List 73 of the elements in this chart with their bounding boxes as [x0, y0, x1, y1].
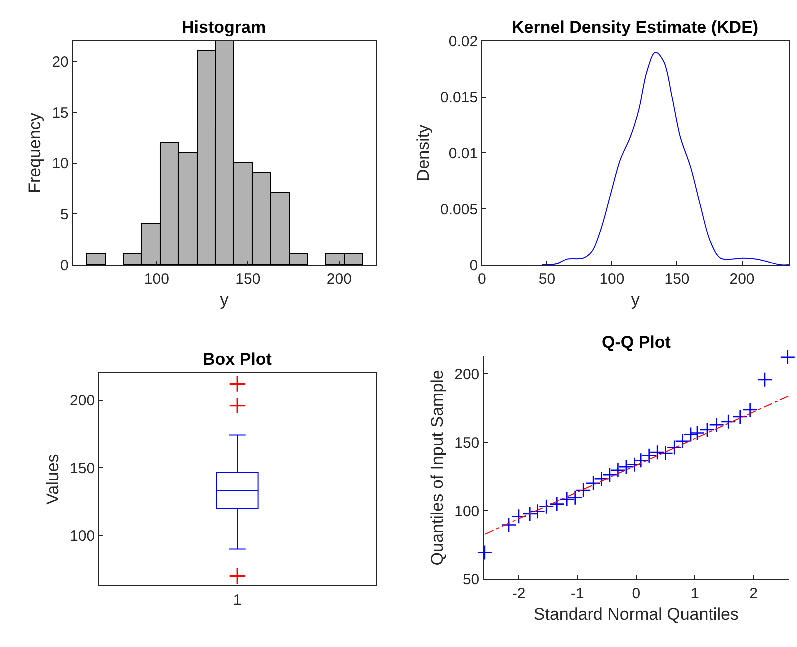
chart-title: Histogram [182, 18, 266, 37]
point [586, 476, 602, 492]
point [538, 499, 554, 515]
x-tick-label: 50 [538, 271, 556, 288]
y-axis-title: Density [414, 124, 434, 182]
y-tick-label: 150 [454, 434, 480, 452]
y-tick-label: 5 [60, 206, 69, 224]
point [642, 448, 657, 464]
point [742, 402, 758, 418]
y-axis-title: Values [44, 454, 63, 505]
y-tick-label: 15 [52, 104, 69, 122]
y-tick-label: 0 [470, 257, 478, 274]
point [757, 372, 773, 388]
point [666, 440, 682, 456]
point [559, 492, 575, 508]
y-tick-label: 0 [60, 257, 69, 274]
chart-title: Kernel Density Estimate (KDE) [512, 18, 759, 37]
x-tick-label: 200 [326, 271, 352, 288]
x-axis-title: y [220, 290, 230, 310]
y-tick-label: 0.02 [448, 34, 478, 51]
x-tick-label: -1 [571, 586, 584, 603]
point [780, 350, 796, 365]
point [658, 446, 674, 462]
y-tick-label: 0.015 [440, 90, 478, 107]
y-tick-label: 50 [462, 572, 480, 589]
point [650, 444, 666, 460]
point [602, 468, 618, 483]
y-tick-label: 0.01 [448, 145, 478, 162]
x-axis-title: y [631, 290, 640, 310]
point [522, 506, 538, 522]
x-tick-label: 100 [144, 271, 170, 288]
point [550, 496, 565, 512]
point [530, 504, 546, 520]
x-tick-label: 100 [600, 271, 625, 288]
x-tick-label: 150 [664, 271, 690, 288]
point [610, 462, 626, 478]
point [627, 457, 642, 473]
point [576, 482, 592, 498]
point [732, 409, 748, 425]
point [720, 414, 736, 430]
y-tick-label: 0.005 [440, 201, 478, 218]
chart-title: Box Plot [203, 350, 272, 369]
x-tick-label: 0 [632, 586, 641, 603]
point [675, 434, 690, 450]
x-tick-label: -2 [512, 586, 526, 603]
point [633, 453, 649, 468]
y-tick-label: 100 [70, 528, 96, 545]
point [690, 426, 706, 441]
point [683, 427, 699, 442]
point [568, 490, 584, 506]
x-tick-label: 150 [236, 271, 261, 288]
x-tick-label: 2 [750, 586, 758, 603]
y-tick-label: 200 [70, 392, 96, 410]
x-axis-title: Standard Normal Quantiles [534, 604, 739, 624]
line-series [542, 52, 790, 266]
y-tick-label: 200 [454, 366, 480, 384]
point [511, 508, 527, 524]
point [700, 422, 716, 438]
point [594, 471, 610, 487]
y-tick-label: 10 [52, 156, 69, 173]
point [618, 459, 634, 475]
x-tick-label: 1 [690, 586, 700, 603]
y-tick-label: 100 [454, 503, 480, 520]
x-tick-label: 200 [730, 271, 755, 288]
point [709, 417, 725, 433]
point [501, 518, 517, 533]
y-axis-title: Quantiles of Input Sample [428, 370, 448, 566]
y-tick-label: 20 [52, 54, 69, 71]
point [477, 545, 493, 560]
x-tick-label: 1 [233, 592, 242, 609]
y-tick-label: 150 [70, 460, 96, 478]
chart-title: Q-Q Plot [602, 333, 672, 352]
y-axis-title: Frequency [26, 112, 45, 194]
